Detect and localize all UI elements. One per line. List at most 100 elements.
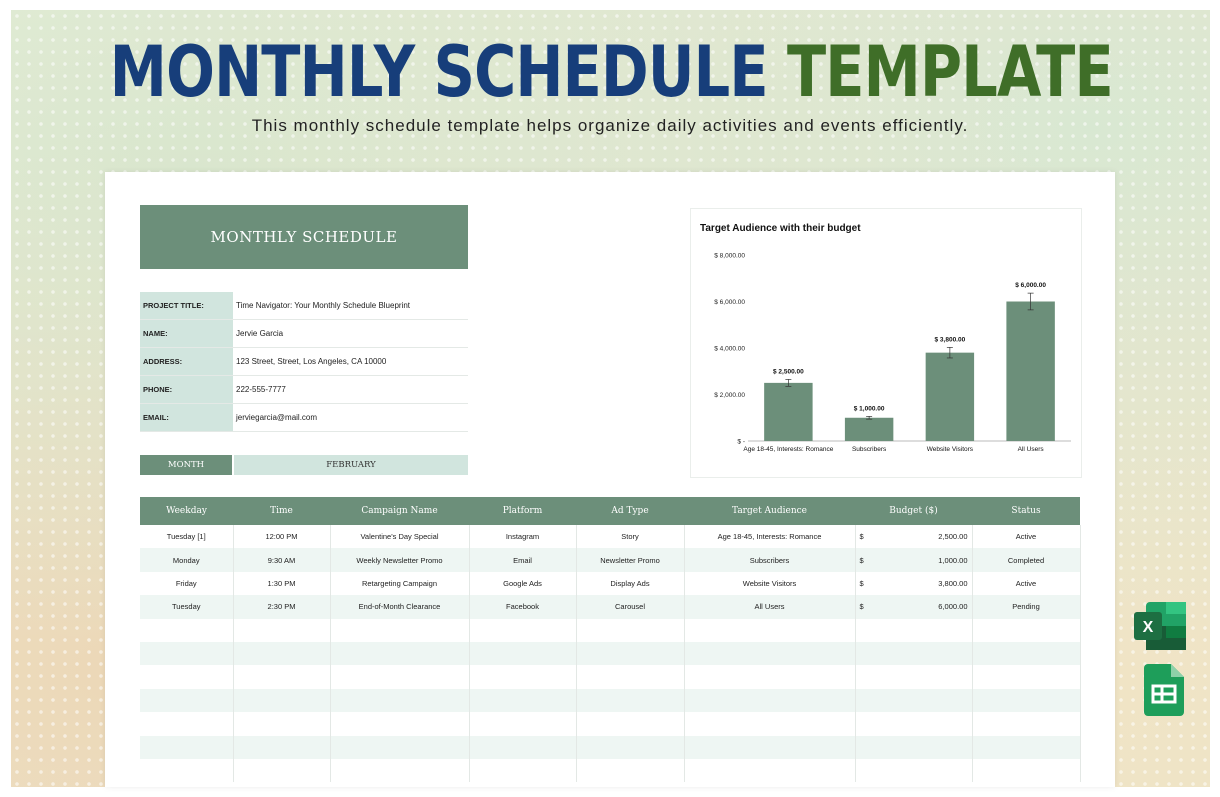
cell-platform[interactable]: Instagram xyxy=(469,525,577,549)
cell-time[interactable]: 12:00 PM xyxy=(233,525,331,549)
info-value[interactable]: Jervie Garcia xyxy=(233,319,468,348)
empty-cell[interactable] xyxy=(140,641,234,666)
empty-cell[interactable] xyxy=(140,735,234,759)
empty-cell[interactable] xyxy=(233,735,331,759)
empty-cell[interactable] xyxy=(972,688,1081,713)
empty-cell[interactable] xyxy=(330,735,470,759)
cell-weekday[interactable]: Friday xyxy=(140,571,234,596)
empty-cell[interactable] xyxy=(233,618,331,642)
empty-cell[interactable] xyxy=(330,641,470,666)
cell-status[interactable]: Pending xyxy=(972,595,1081,619)
sheet-header: MONTHLY SCHEDULE xyxy=(140,205,468,269)
cell-budget[interactable]: $3,800.00 xyxy=(855,571,973,596)
empty-cell[interactable] xyxy=(972,665,1081,689)
empty-cell[interactable] xyxy=(972,618,1081,642)
empty-cell[interactable] xyxy=(330,758,470,783)
empty-cell[interactable] xyxy=(576,641,685,666)
empty-cell[interactable] xyxy=(330,712,470,736)
info-value[interactable]: 123 Street, Street, Los Angeles, CA 1000… xyxy=(233,347,468,376)
cell-campaign[interactable]: End-of-Month Clearance xyxy=(330,595,470,619)
empty-cell[interactable] xyxy=(233,758,331,783)
cell-budget[interactable]: $1,000.00 xyxy=(855,548,973,572)
empty-cell[interactable] xyxy=(855,641,973,666)
cell-weekday[interactable]: Tuesday [1] xyxy=(140,525,234,549)
cell-status[interactable]: Completed xyxy=(972,548,1081,572)
empty-cell[interactable] xyxy=(576,735,685,759)
empty-cell[interactable] xyxy=(684,641,856,666)
cell-audience[interactable]: All Users xyxy=(684,595,856,619)
info-value[interactable]: 222-555-7777 xyxy=(233,375,468,404)
cell-platform[interactable]: Email xyxy=(469,548,577,572)
empty-cell[interactable] xyxy=(855,618,973,642)
budget-amount: 3,800.00 xyxy=(938,578,968,588)
cell-campaign[interactable]: Weekly Newsletter Promo xyxy=(330,548,470,572)
excel-letter: X xyxy=(1143,619,1154,636)
empty-cell[interactable] xyxy=(576,665,685,689)
cell-ad-type[interactable]: Story xyxy=(576,525,685,549)
cell-weekday[interactable]: Monday xyxy=(140,548,234,572)
schedule-table: Weekday Time Campaign Name Platform Ad Type T… xyxy=(140,497,1081,783)
cell-campaign[interactable]: Valentine's Day Special xyxy=(330,525,470,549)
empty-cell[interactable] xyxy=(469,641,577,666)
empty-cell[interactable] xyxy=(330,688,470,713)
info-value[interactable]: jerviegarcia@mail.com xyxy=(233,403,468,432)
cell-ad-type[interactable]: Display Ads xyxy=(576,571,685,596)
empty-cell[interactable] xyxy=(330,665,470,689)
cell-campaign[interactable]: Retargeting Campaign xyxy=(330,571,470,596)
cell-audience[interactable]: Subscribers xyxy=(684,548,856,572)
empty-cell[interactable] xyxy=(855,758,973,783)
empty-cell[interactable] xyxy=(684,712,856,736)
empty-cell[interactable] xyxy=(855,712,973,736)
empty-cell[interactable] xyxy=(684,758,856,783)
cell-ad-type[interactable]: Newsletter Promo xyxy=(576,548,685,572)
empty-cell[interactable] xyxy=(972,758,1081,783)
empty-cell[interactable] xyxy=(469,688,577,713)
cell-audience[interactable]: Age 18-45, Interests: Romance xyxy=(684,525,856,549)
empty-cell[interactable] xyxy=(233,712,331,736)
empty-cell[interactable] xyxy=(140,618,234,642)
info-value[interactable]: Time Navigator: Your Monthly Schedule Bl… xyxy=(233,292,468,320)
cell-platform[interactable]: Google Ads xyxy=(469,571,577,596)
empty-cell[interactable] xyxy=(684,618,856,642)
empty-cell[interactable] xyxy=(576,618,685,642)
empty-cell[interactable] xyxy=(140,712,234,736)
cell-audience[interactable]: Website Visitors xyxy=(684,571,856,596)
empty-cell[interactable] xyxy=(972,735,1081,759)
y-tick-label: $ - xyxy=(737,439,745,446)
cell-weekday[interactable]: Tuesday xyxy=(140,595,234,619)
empty-cell[interactable] xyxy=(469,712,577,736)
empty-cell[interactable] xyxy=(140,758,234,783)
empty-cell[interactable] xyxy=(469,758,577,783)
cell-budget[interactable]: $2,500.00 xyxy=(855,525,973,549)
empty-cell[interactable] xyxy=(855,688,973,713)
empty-cell[interactable] xyxy=(140,665,234,689)
cell-time[interactable]: 9:30 AM xyxy=(233,548,331,572)
empty-cell[interactable] xyxy=(140,688,234,713)
empty-cell[interactable] xyxy=(469,665,577,689)
cell-time[interactable]: 2:30 PM xyxy=(233,595,331,619)
empty-cell[interactable] xyxy=(233,665,331,689)
empty-cell[interactable] xyxy=(972,712,1081,736)
empty-cell[interactable] xyxy=(576,688,685,713)
empty-cell[interactable] xyxy=(233,641,331,666)
cell-time[interactable]: 1:30 PM xyxy=(233,571,331,596)
empty-cell[interactable] xyxy=(576,712,685,736)
empty-cell[interactable] xyxy=(469,618,577,642)
empty-cell[interactable] xyxy=(576,758,685,783)
cell-status[interactable]: Active xyxy=(972,525,1081,549)
cell-platform[interactable]: Facebook xyxy=(469,595,577,619)
empty-cell[interactable] xyxy=(684,688,856,713)
empty-cell[interactable] xyxy=(684,665,856,689)
cell-budget[interactable]: $6,000.00 xyxy=(855,595,973,619)
currency-symbol: $ xyxy=(859,532,864,542)
empty-cell[interactable] xyxy=(972,641,1081,666)
info-label: PHONE: xyxy=(140,375,233,404)
empty-cell[interactable] xyxy=(855,735,973,759)
cell-status[interactable]: Active xyxy=(972,571,1081,596)
empty-cell[interactable] xyxy=(469,735,577,759)
empty-cell[interactable] xyxy=(684,735,856,759)
empty-cell[interactable] xyxy=(233,688,331,713)
empty-cell[interactable] xyxy=(330,618,470,642)
cell-ad-type[interactable]: Carousel xyxy=(576,595,685,619)
empty-cell[interactable] xyxy=(855,665,973,689)
